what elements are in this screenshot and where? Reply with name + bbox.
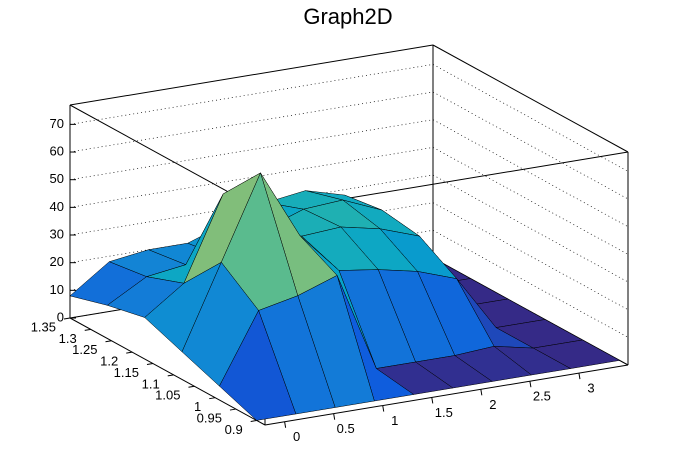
- y-tick-label: 1.35: [31, 319, 56, 334]
- x-tick-label: 2: [489, 397, 496, 412]
- y-tick: [146, 363, 154, 366]
- x-tick: [431, 397, 434, 404]
- grid-line: [69, 64, 629, 172]
- z-tick-label: 40: [50, 199, 64, 214]
- z-tick-label: 30: [50, 226, 64, 241]
- grid-line: [69, 91, 629, 200]
- z-tick-label: 70: [50, 116, 64, 131]
- y-tick: [63, 317, 71, 320]
- y-tick-label: 1: [194, 399, 201, 414]
- x-tick-label: 0.5: [337, 421, 355, 436]
- x-tick-label: 2.5: [533, 389, 551, 404]
- x-tick: [529, 381, 532, 388]
- y-tick-label: 1.15: [114, 365, 139, 380]
- y-tick: [167, 374, 174, 377]
- x-tick: [480, 389, 483, 396]
- y-tick: [126, 351, 133, 354]
- y-tick-label: 1.05: [155, 388, 180, 403]
- y-tick-label: 0.95: [197, 411, 222, 426]
- x-tick-label: 3: [587, 381, 594, 396]
- y-tick-label: 1.25: [72, 342, 97, 357]
- box-edge: [69, 44, 434, 106]
- grid-line: [69, 229, 629, 338]
- y-tick-label: 0.9: [225, 422, 243, 437]
- x-tick-label: 1.5: [435, 405, 453, 420]
- y-tick: [84, 328, 91, 331]
- z-tick-label: 10: [50, 282, 64, 297]
- box-edge: [432, 44, 629, 153]
- y-tick: [105, 340, 112, 343]
- x-tick: [284, 421, 287, 428]
- box-edge: [69, 317, 266, 426]
- x-tick: [333, 413, 336, 420]
- box-edge: [264, 364, 629, 426]
- y-tick: [250, 419, 257, 422]
- y-tick-label: 1.2: [100, 354, 118, 369]
- z-tick-label: 60: [50, 143, 64, 158]
- z-tick-label: 0: [57, 309, 64, 324]
- chart-title: Graph2D: [303, 4, 392, 29]
- y-tick: [209, 397, 216, 400]
- grid-line: [69, 147, 629, 255]
- grid-line: [69, 174, 629, 283]
- z-tick-label: 20: [50, 254, 64, 269]
- grid-line: [69, 202, 629, 311]
- y-tick: [229, 408, 237, 411]
- y-tick-label: 1.3: [59, 331, 77, 346]
- x-tick-label: 0: [293, 429, 300, 444]
- y-tick: [188, 385, 195, 388]
- x-tick: [578, 373, 581, 380]
- y-tick-label: 1.1: [142, 376, 160, 391]
- surface-cell: [219, 309, 297, 421]
- x-tick-label: 1: [391, 413, 398, 428]
- grid-line: [69, 119, 629, 228]
- x-tick: [382, 405, 385, 412]
- z-tick-label: 50: [50, 171, 64, 186]
